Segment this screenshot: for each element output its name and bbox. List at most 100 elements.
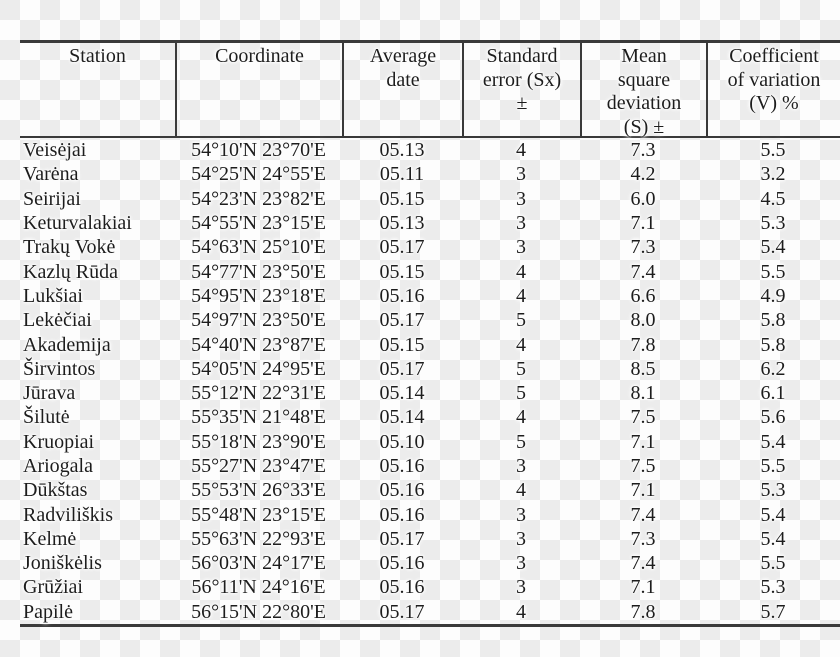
cell-coordinate: 54°40'N 23°87'E xyxy=(191,333,326,356)
cell-standard-error: 4 xyxy=(516,406,526,429)
cell-average-date: 05.17 xyxy=(379,357,425,380)
cell-average-date: 05.13 xyxy=(379,139,425,162)
table-row: Keturvalakiai 54°55'N 23°15'E 05.13 3 7.… xyxy=(20,211,840,235)
cell-average-date: 05.16 xyxy=(379,284,425,307)
cell-coordinate: 55°35'N 21°48'E xyxy=(191,406,326,429)
column-header-station: Station xyxy=(69,45,126,67)
cell-mean-square-deviation: 8.5 xyxy=(630,357,656,380)
cell-coefficient-of-variation: 5.7 xyxy=(760,600,786,623)
cell-average-date: 05.13 xyxy=(379,212,425,235)
cell-station: Kelmė xyxy=(23,527,77,550)
cell-standard-error: 3 xyxy=(516,576,526,599)
table-row: Lukšiai 54°95'N 23°18'E 05.16 4 6.6 4.9 xyxy=(20,284,840,308)
table-row: Dūkštas 55°53'N 26°33'E 05.16 4 7.1 5.3 xyxy=(20,478,840,502)
cell-average-date: 05.15 xyxy=(379,187,425,210)
cell-mean-square-deviation: 7.3 xyxy=(630,139,656,162)
cell-mean-square-deviation: 4.2 xyxy=(630,163,656,186)
cell-mean-square-deviation: 8.0 xyxy=(630,309,656,332)
cell-mean-square-deviation: 7.3 xyxy=(630,527,656,550)
cell-coefficient-of-variation: 5.3 xyxy=(760,479,786,502)
table-body: Veisėjai 54°10'N 23°70'E 05.13 4 7.3 5.5… xyxy=(20,138,840,627)
cell-average-date: 05.16 xyxy=(379,455,425,477)
cell-coordinate: 55°53'N 26°33'E xyxy=(191,479,326,502)
table-header-row: Station Coordinate Average date Standard… xyxy=(20,43,840,138)
cell-average-date: 05.16 xyxy=(379,479,425,502)
cell-coefficient-of-variation: 6.2 xyxy=(760,357,786,380)
cell-standard-error: 4 xyxy=(516,479,526,502)
table-row: Varėna 54°25'N 24°55'E 05.11 3 4.2 3.2 xyxy=(20,162,840,186)
cell-average-date: 05.16 xyxy=(379,552,425,575)
cell-station: Akademija xyxy=(23,333,111,356)
cell-coordinate: 54°25'N 24°55'E xyxy=(191,163,326,186)
cell-mean-square-deviation: 7.3 xyxy=(630,236,656,259)
cell-coordinate: 54°10'N 23°70'E xyxy=(191,139,326,162)
cell-standard-error: 3 xyxy=(516,503,526,526)
table-row: Kazlų Rūda 54°77'N 23°50'E 05.15 4 7.4 5… xyxy=(20,259,840,283)
cell-station: Varėna xyxy=(23,163,79,186)
cell-coefficient-of-variation: 5.6 xyxy=(760,406,786,429)
table-row: Grūžiai 56°11'N 24°16'E 05.16 3 7.1 5.3 xyxy=(20,575,840,599)
cell-coefficient-of-variation: 5.8 xyxy=(760,333,786,356)
cell-coordinate: 55°27'N 23°47'E xyxy=(191,455,326,477)
cell-average-date: 05.17 xyxy=(379,600,425,623)
cell-station: Seirijai xyxy=(23,187,81,210)
cell-coefficient-of-variation: 6.1 xyxy=(760,382,786,405)
column-header-mean-square-deviation: Mean square deviation (S) ± xyxy=(580,43,706,138)
cell-standard-error: 3 xyxy=(516,455,526,477)
station-statistics-table: Station Coordinate Average date Standard… xyxy=(20,40,840,627)
table-row: Seirijai 54°23'N 23°82'E 05.15 3 6.0 4.5 xyxy=(20,187,840,211)
cell-standard-error: 3 xyxy=(516,236,526,259)
cell-average-date: 05.16 xyxy=(379,576,425,599)
cell-mean-square-deviation: 7.8 xyxy=(630,333,656,356)
cell-standard-error: 4 xyxy=(516,139,526,162)
cell-standard-error: 3 xyxy=(516,187,526,210)
cell-mean-square-deviation: 7.1 xyxy=(630,430,656,453)
cell-average-date: 05.11 xyxy=(379,163,425,186)
cell-average-date: 05.14 xyxy=(379,406,425,429)
cell-coefficient-of-variation: 5.5 xyxy=(760,260,786,283)
cell-average-date: 05.15 xyxy=(379,260,425,283)
table-row: Papilė 56°15'N 22°80'E 05.17 4 7.8 5.7 xyxy=(20,600,840,624)
cell-coordinate: 55°48'N 23°15'E xyxy=(191,503,326,526)
cell-coordinate: 54°95'N 23°18'E xyxy=(191,284,326,307)
cell-standard-error: 5 xyxy=(516,430,526,453)
cell-coordinate: 56°15'N 22°80'E xyxy=(191,600,326,623)
cell-standard-error: 4 xyxy=(516,284,526,307)
cell-station: Trakų Vokė xyxy=(23,236,116,259)
cell-standard-error: 5 xyxy=(516,382,526,405)
cell-standard-error: 3 xyxy=(516,552,526,575)
table-row: Širvintos 54°05'N 24°95'E 05.17 5 8.5 6.… xyxy=(20,357,840,381)
cell-average-date: 05.16 xyxy=(379,503,425,526)
cell-coefficient-of-variation: 4.5 xyxy=(760,187,786,210)
cell-standard-error: 3 xyxy=(516,527,526,550)
cell-station: Kazlų Rūda xyxy=(23,260,118,283)
table-row: Kruopiai 55°18'N 23°90'E 05.10 5 7.1 5.4 xyxy=(20,430,840,454)
cell-coefficient-of-variation: 5.4 xyxy=(760,503,786,526)
cell-average-date: 05.17 xyxy=(379,309,425,332)
cell-station: Lukšiai xyxy=(23,284,83,307)
cell-station: Šilutė xyxy=(23,406,70,429)
cell-station: Kruopiai xyxy=(23,430,95,453)
cell-mean-square-deviation: 7.1 xyxy=(630,479,656,502)
cell-coefficient-of-variation: 4.9 xyxy=(760,284,786,307)
table-row: Veisėjai 54°10'N 23°70'E 05.13 4 7.3 5.5 xyxy=(20,138,840,162)
cell-average-date: 05.17 xyxy=(379,236,425,259)
cell-standard-error: 3 xyxy=(516,163,526,186)
table-row: Joniškėlis 56°03'N 24°17'E 05.16 3 7.4 5… xyxy=(20,551,840,575)
cell-standard-error: 5 xyxy=(516,309,526,332)
table-row: Trakų Vokė 54°63'N 25°10'E 05.17 3 7.3 5… xyxy=(20,235,840,259)
cell-station: Grūžiai xyxy=(23,576,83,599)
column-header-coefficient-of-variation: Coefficient of variation (V) % xyxy=(706,43,840,136)
cell-coordinate: 55°18'N 23°90'E xyxy=(191,430,326,453)
table-row: Lekėčiai 54°97'N 23°50'E 05.17 5 8.0 5.8 xyxy=(20,308,840,332)
cell-standard-error: 4 xyxy=(516,600,526,623)
column-header-average-date: Average date xyxy=(342,43,462,136)
cell-coordinate: 54°55'N 23°15'E xyxy=(191,212,326,235)
cell-coefficient-of-variation: 5.4 xyxy=(760,430,786,453)
table-row: Akademija 54°40'N 23°87'E 05.15 4 7.8 5.… xyxy=(20,332,840,356)
table-row: Radviliškis 55°48'N 23°15'E 05.16 3 7.4 … xyxy=(20,502,840,526)
cell-standard-error: 3 xyxy=(516,212,526,235)
cell-coordinate: 56°11'N 24°16'E xyxy=(191,576,326,599)
cell-coefficient-of-variation: 5.3 xyxy=(760,576,786,599)
